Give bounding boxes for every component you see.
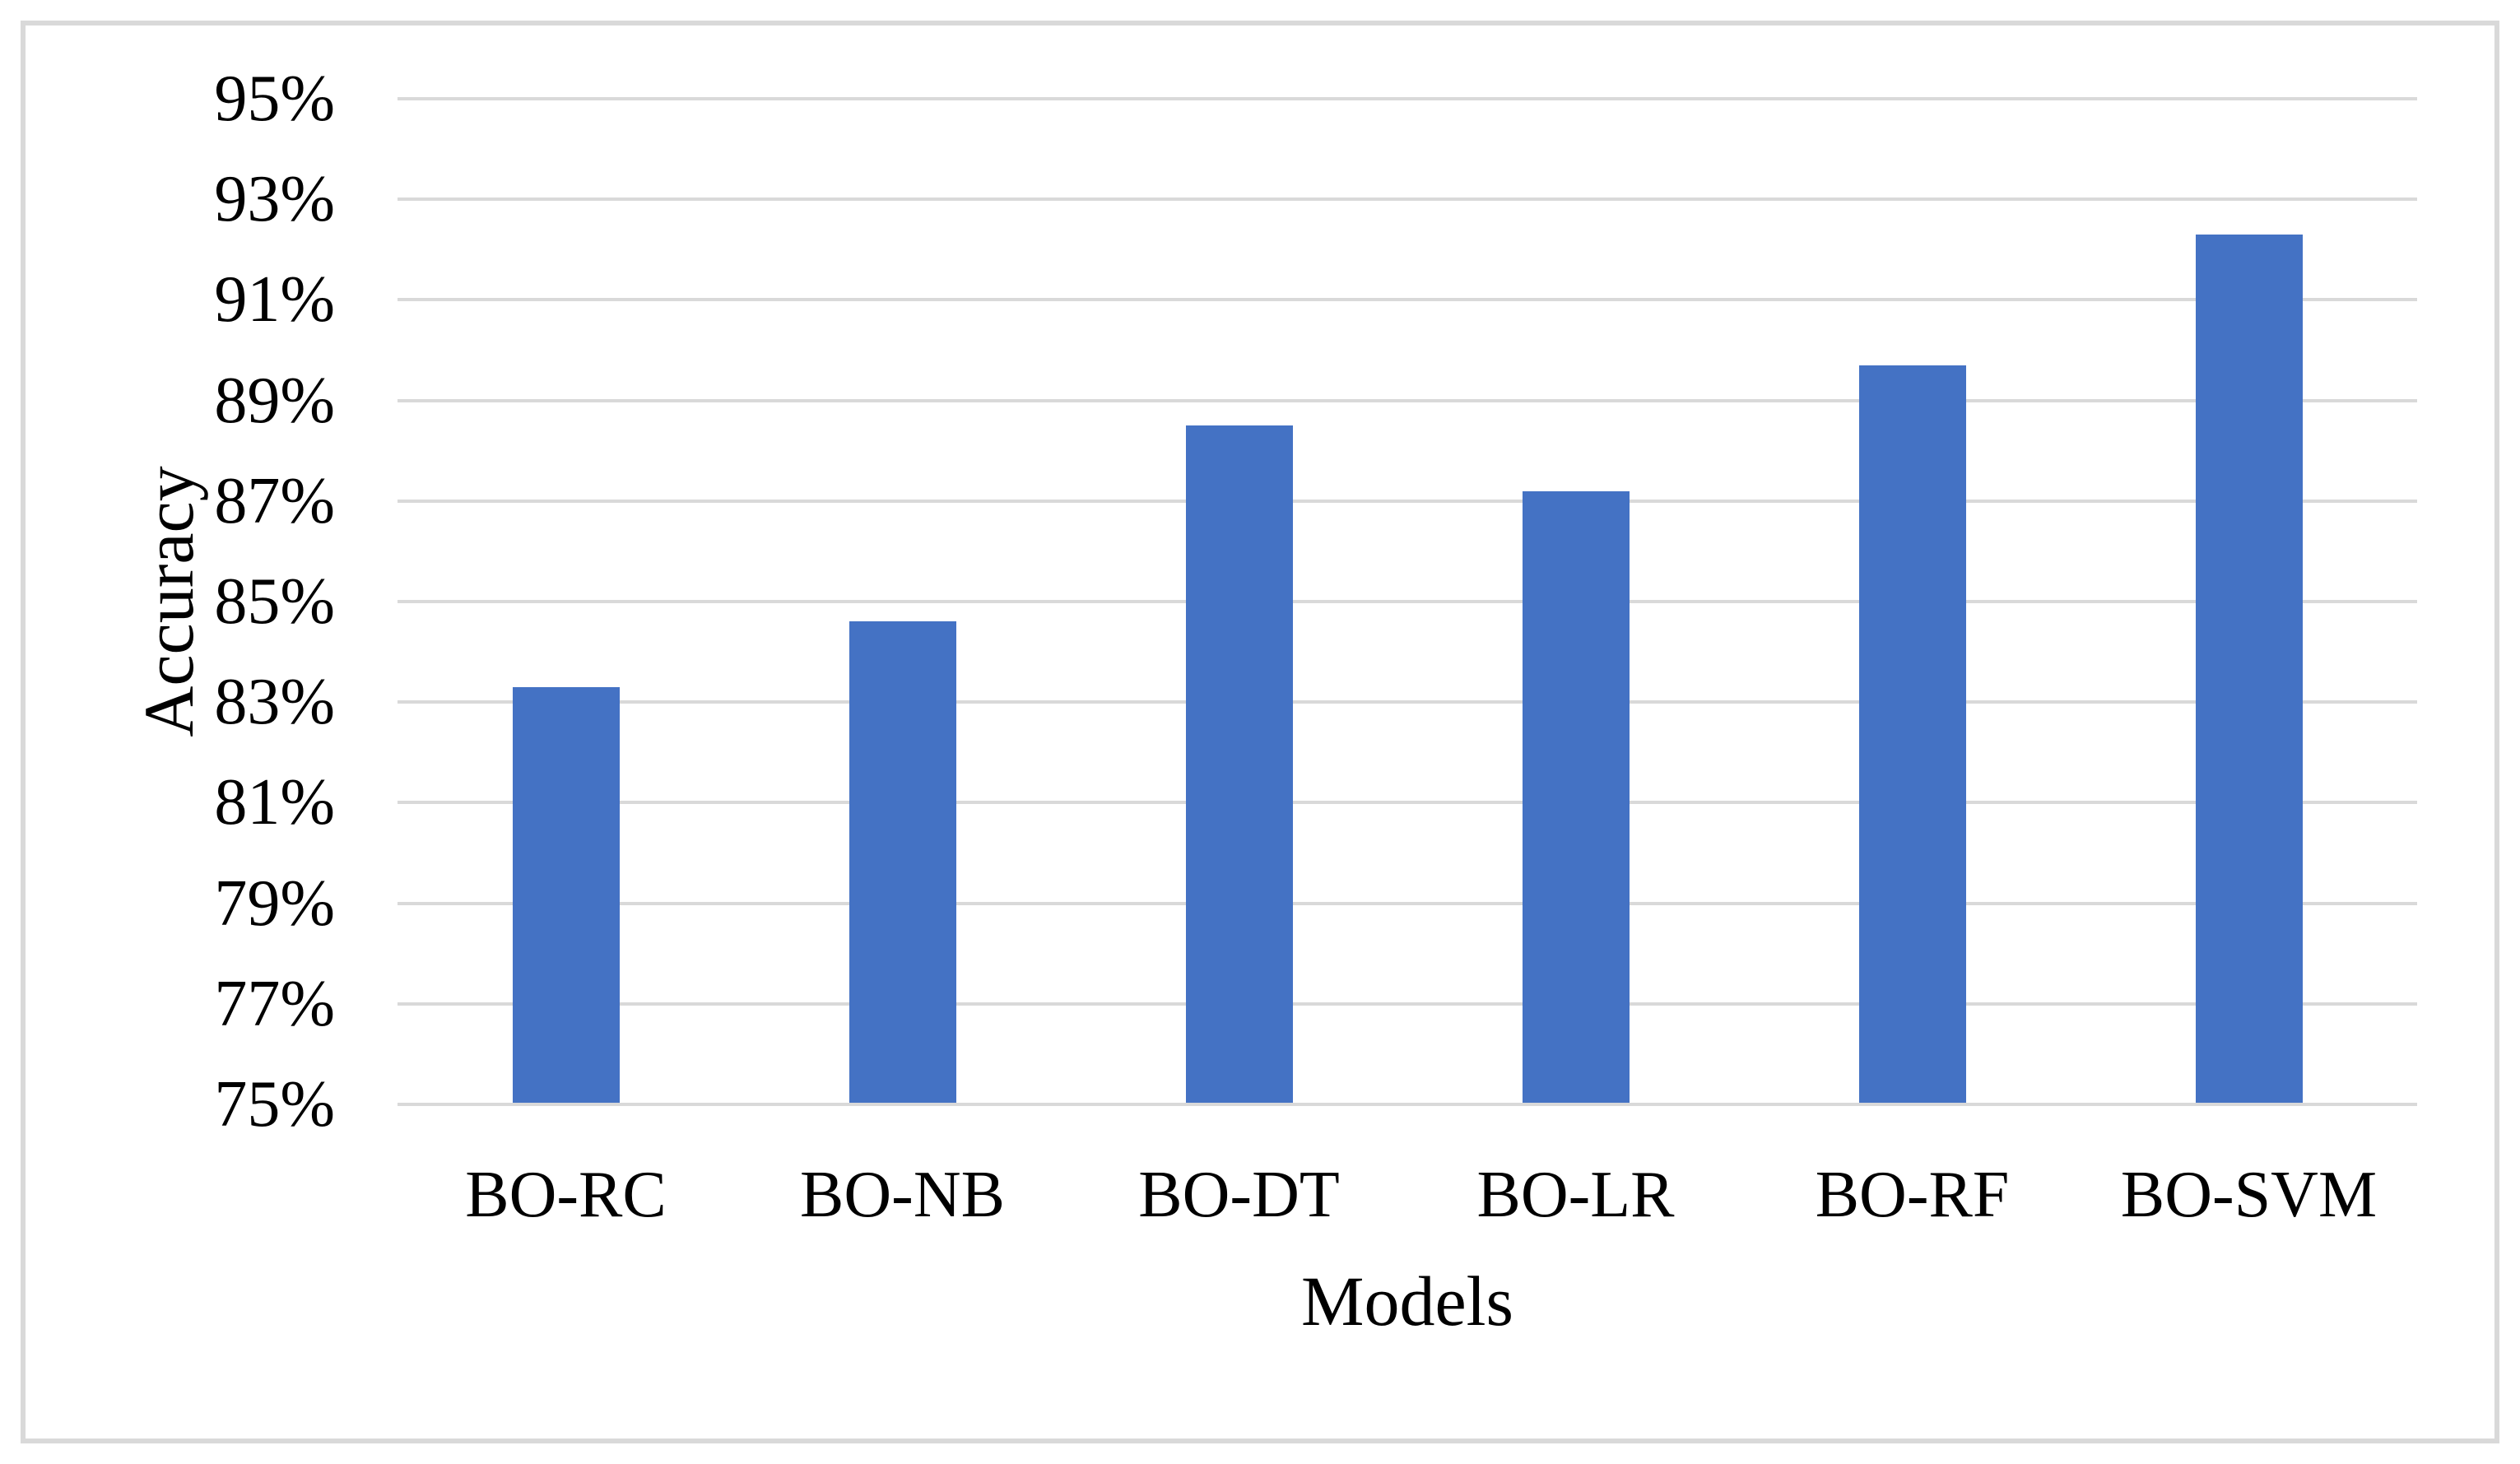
gridline (398, 1002, 2417, 1006)
x-category-label-BO-LR: BO-LR (1476, 1159, 1675, 1231)
bar-BO-RF (1858, 365, 1966, 1104)
gridline (398, 198, 2417, 202)
x-category-label-BO-RC: BO-RC (465, 1159, 667, 1231)
bar-BO-RC (512, 686, 620, 1104)
y-tick-label: 93% (214, 163, 335, 236)
y-tick-label: 79% (214, 867, 335, 940)
x-axis-line (398, 1103, 2417, 1106)
gridline (398, 700, 2417, 704)
bar-BO-SVM (2195, 234, 2303, 1104)
gridline (398, 499, 2417, 503)
bar-BO-DT (1185, 425, 1293, 1104)
y-tick-label: 91% (214, 263, 335, 337)
gridline (398, 901, 2417, 905)
gridline (398, 97, 2417, 100)
gridline (398, 398, 2417, 402)
y-tick-label: 83% (214, 666, 335, 739)
plot-area (398, 97, 2417, 1106)
y-tick-label: 81% (214, 766, 335, 839)
x-axis-title: Models (1301, 1262, 1513, 1341)
y-tick-label: 75% (214, 1068, 335, 1141)
x-category-label-BO-SVM: BO-SVM (2120, 1159, 2378, 1231)
x-category-label-BO-DT: BO-DT (1138, 1159, 1340, 1231)
bar-BO-LR (1522, 490, 1630, 1104)
gridline (398, 801, 2417, 805)
y-tick-label: 77% (214, 967, 335, 1040)
chart-outer-border (21, 21, 2499, 1443)
y-tick-label: 95% (214, 63, 335, 135)
bar-BO-NB (849, 621, 956, 1104)
y-tick-label: 85% (214, 565, 335, 638)
gridline (398, 298, 2417, 302)
gridline (398, 600, 2417, 603)
x-category-label-BO-RF: BO-RF (1815, 1159, 2010, 1231)
y-tick-label: 87% (214, 464, 335, 537)
y-tick-label: 89% (214, 364, 335, 437)
x-category-label-BO-NB: BO-NB (800, 1159, 1005, 1231)
